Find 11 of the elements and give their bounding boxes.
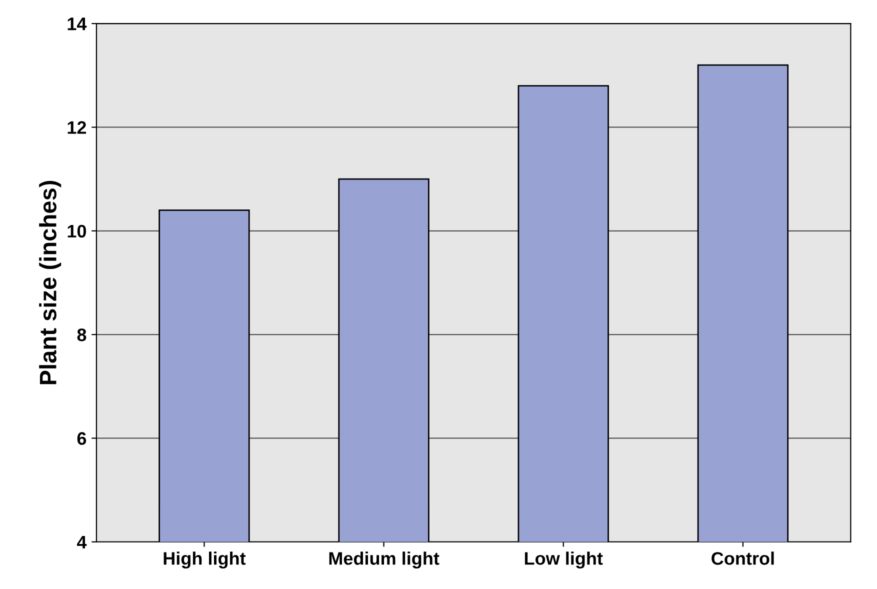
x-tick-label: Low light: [524, 552, 603, 569]
y-tick-label: 8: [77, 328, 86, 342]
y-tick-label: 4: [76, 536, 87, 548]
y-tick-label: 6: [77, 432, 86, 445]
y-tick-label: 14: [68, 18, 87, 30]
x-tick-label: Control: [712, 552, 774, 565]
x-tick-label: High light: [164, 552, 246, 569]
y-tick-label: 10: [68, 224, 86, 238]
x-tick-label: Medium light: [329, 552, 440, 569]
y-axis-title: Plant size (inches): [39, 180, 62, 384]
y-tick-label: 12: [68, 121, 86, 134]
